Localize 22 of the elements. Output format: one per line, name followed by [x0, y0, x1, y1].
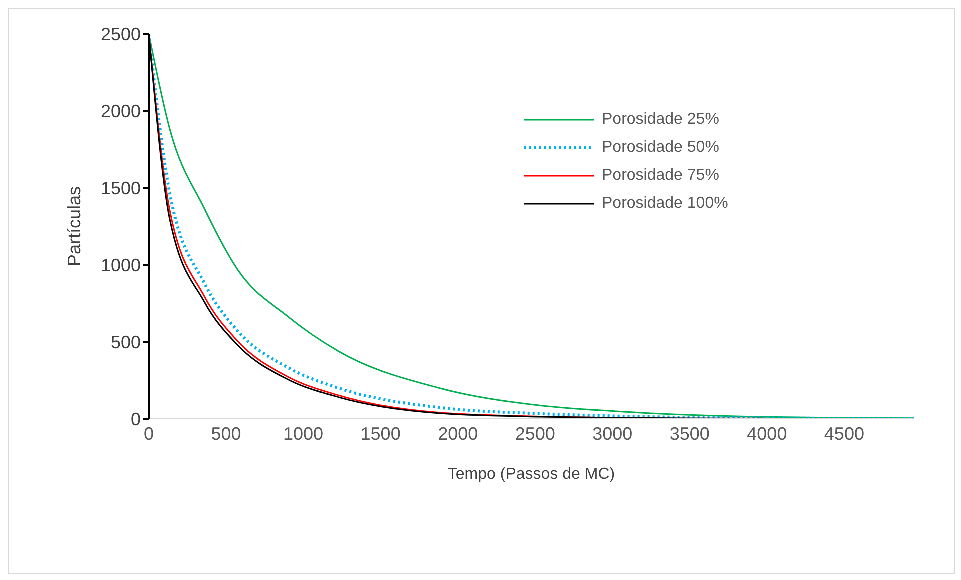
legend-label: Porosidade 50% — [602, 139, 720, 157]
x-tick-label: 2000 — [438, 424, 478, 444]
legend-label: Porosidade 25% — [602, 111, 720, 129]
x-tick-label: 0 — [144, 424, 154, 444]
x-tick-label: 2500 — [515, 424, 556, 444]
y-tick-label: 1500 — [100, 178, 141, 198]
x-tick-label: 3000 — [592, 424, 633, 444]
y-tick-label: 500 — [110, 332, 141, 352]
y-tick-label: 0 — [130, 409, 141, 430]
y-tick-label: 2500 — [100, 24, 141, 44]
legend-label: Porosidade 100% — [602, 195, 728, 213]
x-tick-label: 3500 — [670, 424, 710, 444]
x-axis-title: Tempo (Passos de MC) — [448, 466, 616, 483]
legend-label: Porosidade 75% — [602, 167, 720, 185]
y-tick-label: 2000 — [100, 101, 141, 122]
x-tick-label: 1500 — [360, 424, 401, 444]
y-axis-title: Partículas — [64, 186, 84, 267]
x-tick-label: 500 — [211, 424, 242, 444]
x-tick-label: 4000 — [747, 424, 788, 444]
y-tick-label: 1000 — [100, 255, 141, 276]
x-tick-label: 4500 — [824, 424, 864, 444]
x-tick-label: 1000 — [284, 424, 324, 444]
